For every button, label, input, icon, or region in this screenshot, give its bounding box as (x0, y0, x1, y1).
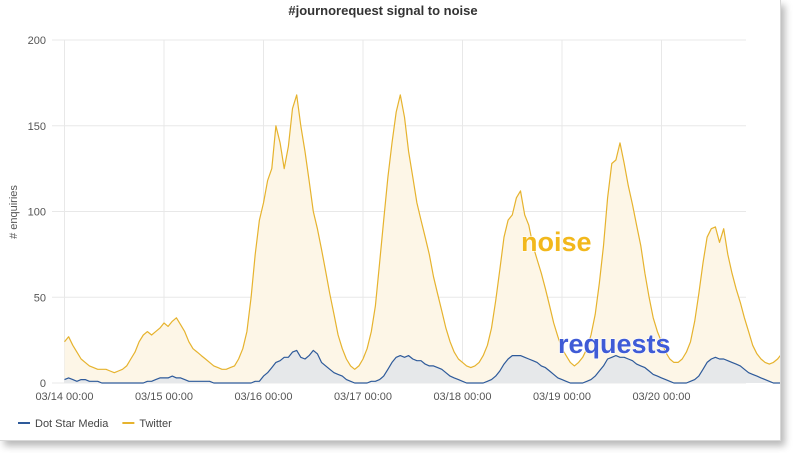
x-tick-label: 03/18 00:00 (433, 391, 491, 403)
y-tick-label: 200 (28, 35, 46, 47)
x-tick-label: 03/16 00:00 (234, 391, 292, 403)
y-tick-label: 150 (28, 121, 46, 133)
x-tick-label: 03/20 00:00 (632, 391, 690, 403)
series-line-twitter (64, 94, 780, 374)
legend: Dot Star Media Twitter (18, 418, 172, 430)
legend-label-dot-star-media: Dot Star Media (35, 418, 109, 430)
chart-title: #journorequest signal to noise (288, 3, 477, 18)
y-tick-label: 0 (40, 378, 46, 390)
x-tick-label: 03/14 00:00 (35, 391, 93, 403)
series-lines (64, 94, 780, 384)
chart: 0 50 100 150 200 03/14 00:00 03/15 00:00 03/16… (8, 3, 780, 430)
annotation-requests: requests (558, 329, 671, 359)
grid (52, 39, 746, 384)
chart-frame: 0 50 100 150 200 03/14 00:00 03/15 00:00 03/16… (0, 0, 781, 441)
x-tick-label: 03/19 00:00 (533, 391, 591, 403)
series-area-twitter (64, 94, 780, 383)
annotation-noise: noise (521, 227, 592, 257)
y-tick-label: 100 (28, 207, 46, 219)
x-ticks: 03/14 00:00 03/15 00:00 03/16 00:00 03/17 0… (35, 391, 690, 403)
y-axis-label: # enquiries (8, 185, 20, 239)
y-tick-label: 50 (34, 292, 46, 304)
series-area-dot-star-media (64, 350, 780, 383)
series-line-dot-star-media (64, 349, 780, 384)
legend-label-twitter: Twitter (139, 418, 172, 430)
x-tick-label: 03/17 00:00 (334, 391, 392, 403)
y-ticks: 0 50 100 150 200 (28, 35, 46, 390)
x-tick-label: 03/15 00:00 (135, 391, 193, 403)
series-areas (64, 94, 780, 383)
